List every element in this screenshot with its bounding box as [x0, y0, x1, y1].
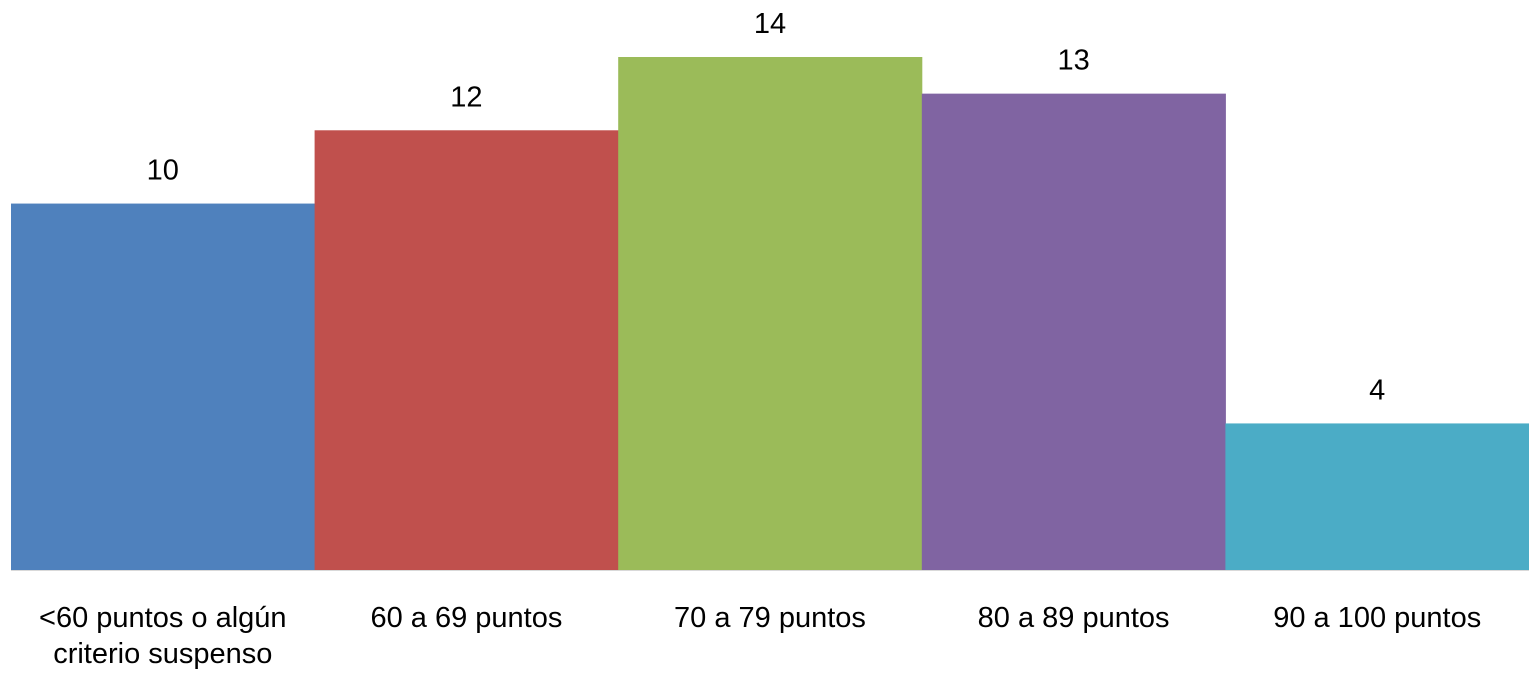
category-label-3: 70 a 79 puntos	[674, 602, 866, 634]
category-label-5: 90 a 100 puntos	[1273, 602, 1481, 634]
bar-2	[314, 130, 619, 571]
category-label-line: <60 puntos o algún	[39, 602, 287, 634]
value-label-2: 12	[450, 81, 482, 113]
value-label-4: 13	[1057, 45, 1089, 77]
category-label-4: 80 a 89 puntos	[978, 602, 1170, 634]
category-label-line: 80 a 89 puntos	[978, 602, 1170, 634]
category-label-line: 90 a 100 puntos	[1273, 602, 1481, 634]
bars-group	[11, 57, 1529, 571]
category-labels-group: <60 puntos o algún criterio suspenso 60 a …	[39, 602, 1481, 670]
bar-1	[11, 203, 316, 570]
value-label-3: 14	[754, 8, 786, 40]
bar-3	[618, 57, 923, 570]
bar-4	[921, 93, 1226, 570]
value-labels-group: 10 12 14 13 4	[147, 8, 1386, 406]
category-label-2: 60 a 69 puntos	[370, 602, 562, 634]
category-label-line: 70 a 79 puntos	[674, 602, 866, 634]
category-label-1: <60 puntos o algún criterio suspenso	[39, 602, 287, 670]
category-label-line: criterio suspenso	[53, 638, 272, 670]
value-label-5: 4	[1369, 374, 1385, 406]
category-label-line: 60 a 69 puntos	[370, 602, 562, 634]
bar-5	[1225, 423, 1529, 570]
value-label-1: 10	[147, 155, 179, 187]
